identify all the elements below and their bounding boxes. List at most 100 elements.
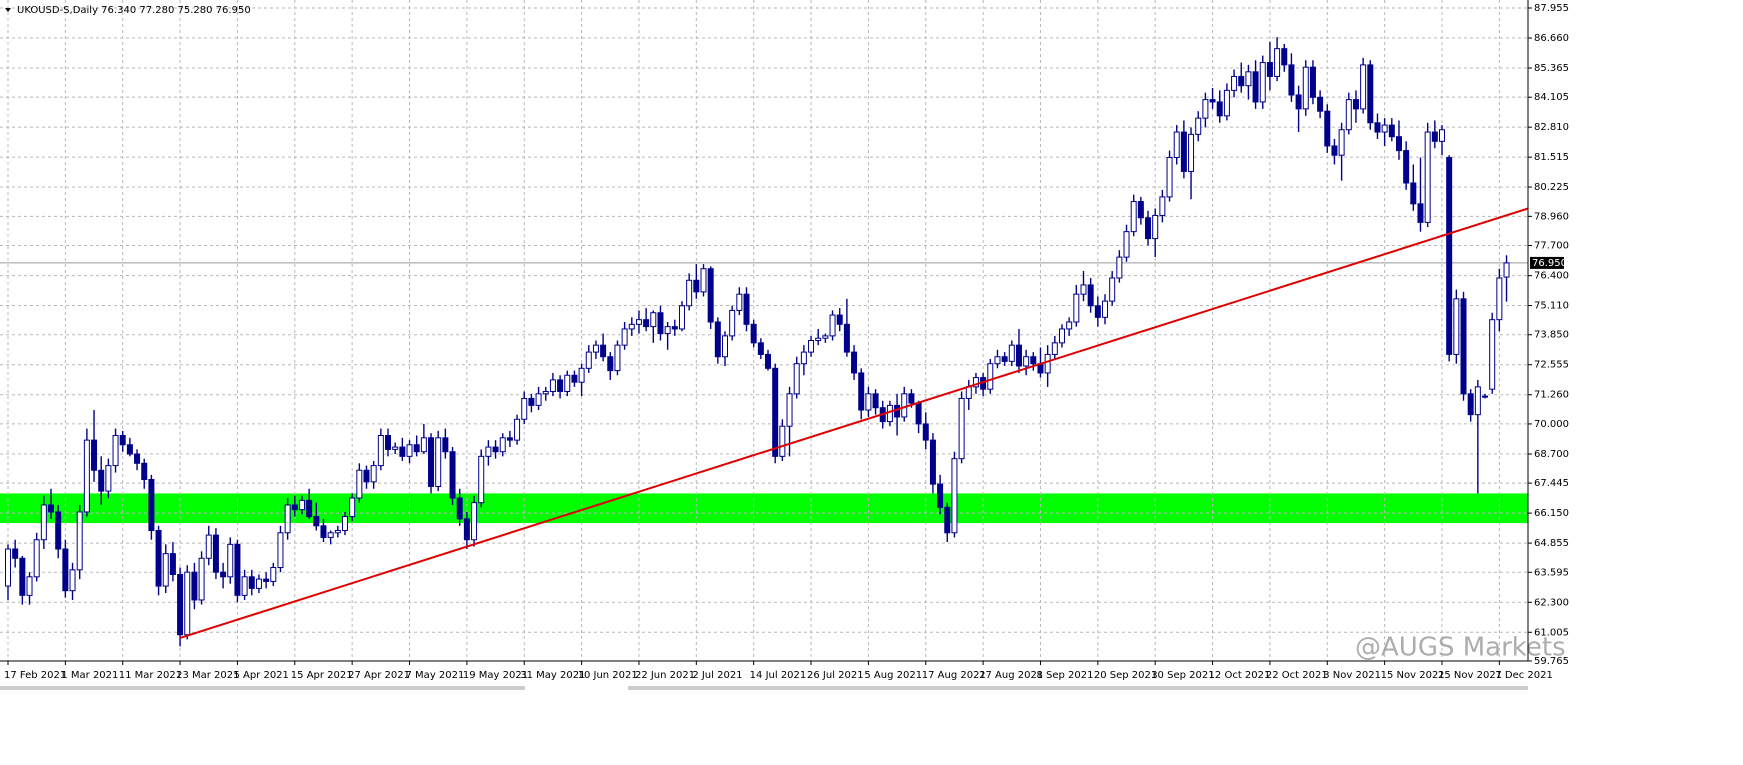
- candle-body: [1202, 99, 1209, 119]
- candle-body: [69, 569, 76, 592]
- candle-body: [169, 553, 176, 575]
- candle-body: [1195, 117, 1202, 135]
- y-tick-label: 66.150: [1534, 508, 1569, 519]
- y-tick-label: 76.400: [1534, 271, 1569, 282]
- watermark: @AUGS Markets: [1355, 633, 1566, 663]
- candle-body: [621, 328, 628, 346]
- candle-body: [1044, 353, 1051, 374]
- candle-body: [449, 451, 456, 499]
- x-tick-label: 15 Apr 2021: [291, 670, 353, 681]
- candle-body: [506, 437, 513, 441]
- candle-body: [1403, 150, 1410, 184]
- candle-body: [241, 576, 248, 596]
- y-tick-label: 71.260: [1534, 390, 1569, 401]
- scrollbar[interactable]: [0, 686, 525, 690]
- candle-body: [1137, 201, 1144, 219]
- candle-body: [141, 462, 148, 481]
- candle-body: [320, 525, 327, 538]
- candle-body: [76, 511, 83, 571]
- candle-body: [492, 446, 499, 453]
- candle-body: [1367, 64, 1374, 124]
- candle-body: [1274, 48, 1281, 77]
- candle-body: [1238, 75, 1245, 87]
- y-tick-label: 61.005: [1534, 627, 1569, 638]
- scrollbar[interactable]: [628, 686, 1528, 690]
- candle-body: [944, 506, 951, 534]
- candle-body: [886, 404, 893, 423]
- candle-body: [894, 404, 901, 418]
- candle-body: [1496, 277, 1503, 321]
- x-tick-label: 25 Nov 2021: [1438, 670, 1502, 681]
- x-tick-label: 11 Mar 2021: [119, 670, 182, 681]
- x-tick-label: 26 Jul 2021: [807, 670, 864, 681]
- candle-body: [822, 335, 829, 339]
- candle-body: [843, 323, 850, 353]
- candle-body: [248, 576, 255, 589]
- candle-body: [33, 539, 40, 578]
- candle-body: [1489, 319, 1496, 390]
- y-tick-label: 59.765: [1534, 656, 1569, 667]
- candle-body: [1460, 298, 1467, 395]
- candle-body: [399, 446, 406, 457]
- candle-body: [1309, 66, 1316, 98]
- menu-arrow[interactable]: [5, 8, 11, 12]
- candle-body: [1094, 305, 1101, 318]
- x-tick-label: 2 Jul 2021: [692, 670, 742, 681]
- x-tick-label: 17 Aug 2021: [922, 670, 986, 681]
- y-tick-label: 77.700: [1534, 241, 1569, 252]
- candle-body: [291, 504, 298, 511]
- candle-body: [1102, 300, 1109, 318]
- candle-body: [48, 504, 55, 513]
- candle-body: [205, 534, 212, 559]
- candle-body: [499, 437, 506, 453]
- candle-body: [1001, 356, 1008, 362]
- y-tick-label: 67.445: [1534, 478, 1569, 489]
- candle-body: [657, 312, 664, 335]
- y-tick-label: 82.810: [1534, 122, 1569, 133]
- candle-body: [356, 469, 363, 499]
- candle-body: [1008, 344, 1015, 362]
- candle-body: [62, 548, 69, 592]
- candle-body: [707, 268, 714, 323]
- x-tick-label: 7 May 2021: [406, 670, 465, 681]
- candle-body: [119, 434, 126, 446]
- x-tick-label: 22 Oct 2021: [1266, 670, 1328, 681]
- x-tick-label: 10 Jun 2021: [578, 670, 638, 681]
- candle-body: [585, 351, 592, 369]
- candle-body: [937, 483, 944, 508]
- candle-body: [1288, 64, 1295, 96]
- candle-body: [334, 529, 341, 534]
- candle-body: [908, 393, 915, 404]
- y-tick-label: 63.595: [1534, 567, 1569, 578]
- candle-body: [1159, 196, 1166, 216]
- x-tick-label: 23 Mar 2021: [176, 670, 239, 681]
- candle-body: [808, 340, 815, 353]
- candle-body: [406, 444, 413, 457]
- candle-body: [1145, 217, 1152, 240]
- candle-body: [592, 344, 599, 353]
- candle-body: [549, 379, 556, 392]
- candle-body: [1474, 386, 1481, 416]
- candle-body: [772, 367, 779, 457]
- candle-body: [614, 344, 621, 372]
- price-tag: [1530, 256, 1564, 269]
- candle-body: [671, 326, 678, 330]
- candle-body: [341, 516, 348, 531]
- candle-body: [1116, 256, 1123, 279]
- candle-body: [757, 342, 764, 355]
- candle-body: [678, 305, 685, 330]
- candle-body: [377, 434, 384, 467]
- candle-body: [765, 353, 772, 369]
- candle-body: [686, 279, 693, 307]
- candle-body: [836, 314, 843, 325]
- candle-body: [1223, 89, 1230, 117]
- candle-body: [1109, 277, 1116, 302]
- candle-body: [1446, 157, 1453, 355]
- candle-body: [191, 571, 198, 601]
- candle-body: [929, 439, 936, 485]
- candle-body: [83, 439, 90, 513]
- candle-body: [951, 458, 958, 534]
- candle-body: [571, 374, 578, 383]
- candle-body: [155, 529, 162, 587]
